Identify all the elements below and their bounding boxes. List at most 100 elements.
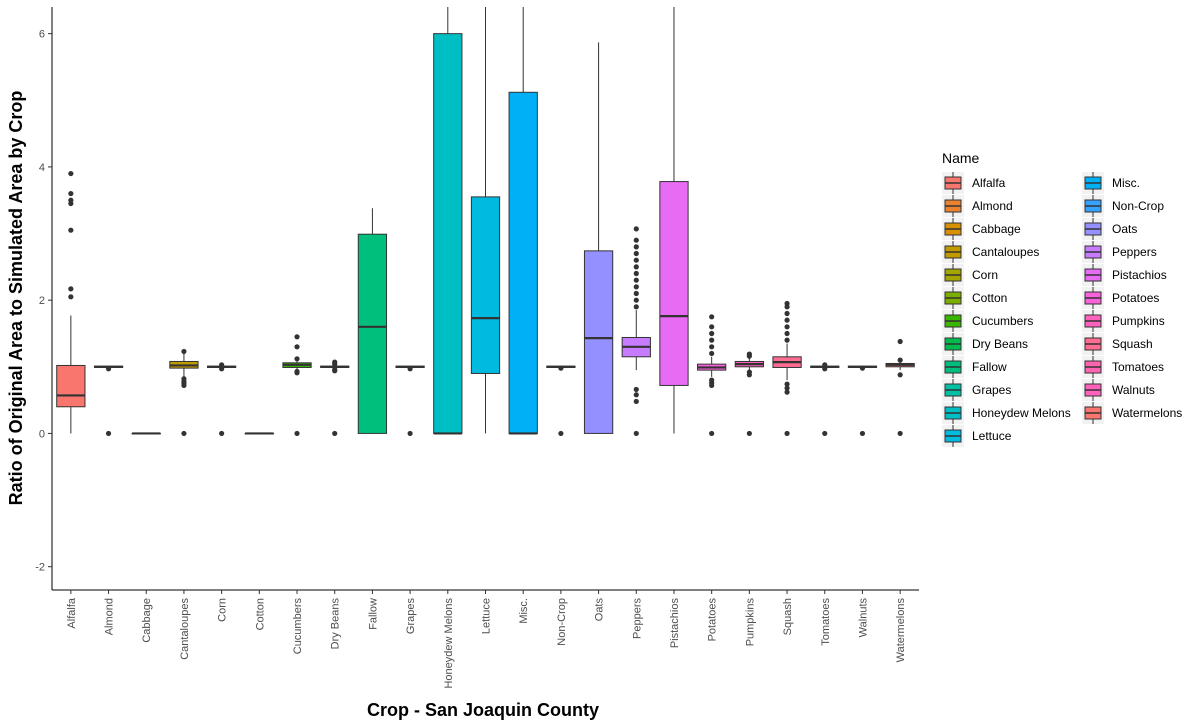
box-alfalfa — [56, 170, 86, 434]
outlier-point — [407, 430, 413, 437]
outlier-point — [633, 290, 639, 297]
legend-label: Cabbage — [972, 222, 1021, 236]
outlier-point — [784, 430, 790, 437]
legend-label: Grapes — [972, 383, 1011, 397]
outlier-point — [859, 430, 866, 437]
outlier-point — [332, 430, 338, 437]
box-body — [470, 196, 501, 374]
outlier-point — [746, 430, 752, 437]
x-tick-label: Peppers — [631, 598, 643, 639]
outlier-point — [68, 170, 74, 177]
outlier-point — [709, 337, 715, 343]
legend-item-cabbage: Cabbage — [942, 218, 1021, 240]
legend-label: Cantaloupes — [972, 245, 1039, 259]
legend-label: Watermelons — [1112, 406, 1182, 420]
outlier-point — [784, 381, 790, 387]
outlier-point — [784, 337, 790, 343]
outlier-point — [633, 277, 639, 283]
legend-label: Oats — [1112, 222, 1137, 236]
x-tick-label: Tomatoes — [820, 598, 832, 646]
outlier-point — [633, 264, 639, 270]
box-body — [583, 250, 614, 434]
legend-item-potatoes: Potatoes — [1082, 287, 1159, 309]
outlier-point — [822, 366, 828, 372]
box-body — [56, 364, 86, 408]
outlier-point — [822, 430, 828, 437]
outlier-point — [181, 376, 187, 382]
legend-label: Honeydew Melons — [972, 406, 1071, 420]
box-pumpkins — [734, 351, 765, 437]
legend-label: Pumpkins — [1112, 314, 1165, 328]
box-non-crop — [546, 365, 576, 437]
box-cantaloupes — [169, 348, 199, 437]
outlier-point — [68, 197, 74, 203]
outlier-point — [633, 297, 639, 303]
box-almond — [93, 365, 124, 437]
box-lettuce — [470, 7, 501, 434]
outlier-point — [633, 392, 639, 398]
outlier-point — [68, 294, 74, 300]
outlier-point — [633, 257, 639, 263]
legend-item-walnuts: Walnuts — [1082, 379, 1155, 401]
legend-label: Tomatoes — [1112, 360, 1164, 374]
x-tick-label: Cotton — [254, 598, 266, 630]
outlier-point — [897, 430, 903, 437]
box-body — [433, 33, 463, 434]
legend-item-pistachios: Pistachios — [1082, 264, 1167, 286]
box-potatoes — [697, 314, 727, 437]
legend-label: Walnuts — [1112, 383, 1155, 397]
box-peppers — [621, 226, 651, 437]
outlier-point — [105, 366, 112, 372]
box-corn — [206, 362, 237, 437]
outlier-point — [633, 250, 639, 257]
outlier-point — [822, 362, 828, 368]
plot-area — [56, 7, 915, 437]
x-tick-label: Misc. — [518, 598, 530, 624]
x-tick-label: Cantaloupes — [179, 598, 191, 660]
y-tick-label: 6 — [39, 29, 45, 41]
legend-item-tomatoes: Tomatoes — [1082, 356, 1164, 378]
box-watermelons — [885, 338, 915, 437]
legend-item-pumpkins: Pumpkins — [1082, 310, 1165, 332]
legend-label: Misc. — [1112, 176, 1140, 190]
x-tick-label: Cucumbers — [292, 598, 304, 655]
box-dry-beans — [320, 359, 350, 437]
y-tick-label: 2 — [39, 295, 45, 307]
outlier-point — [709, 377, 715, 383]
x-axis-title: Crop - San Joaquin County — [367, 700, 599, 720]
outlier-point — [897, 338, 903, 345]
legend-item-oats: Oats — [1082, 218, 1137, 240]
legend: Name Alfalfa Almond Cabbage Cantaloupes Corn… — [942, 150, 1182, 447]
box-body — [357, 233, 388, 434]
outlier-point — [897, 372, 903, 378]
box-honeydew-melons — [433, 7, 463, 435]
outlier-point — [407, 366, 413, 372]
legend-label: Almond — [972, 199, 1013, 213]
legend-title: Name — [942, 150, 980, 166]
outlier-point — [784, 300, 790, 307]
outlier-point — [746, 369, 752, 375]
outlier-point — [633, 284, 639, 290]
legend-label: Alfalfa — [972, 176, 1006, 190]
x-tick-label: Almond — [104, 598, 116, 635]
outlier-point — [709, 430, 715, 437]
outlier-point — [709, 324, 715, 330]
box-cucumbers — [282, 334, 312, 437]
outlier-point — [784, 389, 790, 395]
outlier-point — [219, 430, 225, 437]
legend-item-lettuce: Lettuce — [942, 425, 1012, 447]
x-tick-label: Watermelons — [895, 598, 907, 663]
outlier-point — [859, 365, 866, 371]
outlier-point — [68, 190, 74, 197]
outlier-point — [709, 344, 715, 350]
legend-item-squash: Squash — [1082, 333, 1153, 355]
outlier-point — [784, 310, 790, 317]
x-tick-label: Dry Beans — [330, 598, 342, 650]
outlier-point — [294, 430, 300, 437]
legend-label: Pistachios — [1112, 268, 1167, 282]
legend-label: Potatoes — [1112, 291, 1159, 305]
box-pistachios — [659, 7, 689, 434]
outlier-point — [709, 314, 715, 320]
legend-item-fallow: Fallow — [942, 356, 1007, 378]
box-cotton — [244, 432, 274, 435]
